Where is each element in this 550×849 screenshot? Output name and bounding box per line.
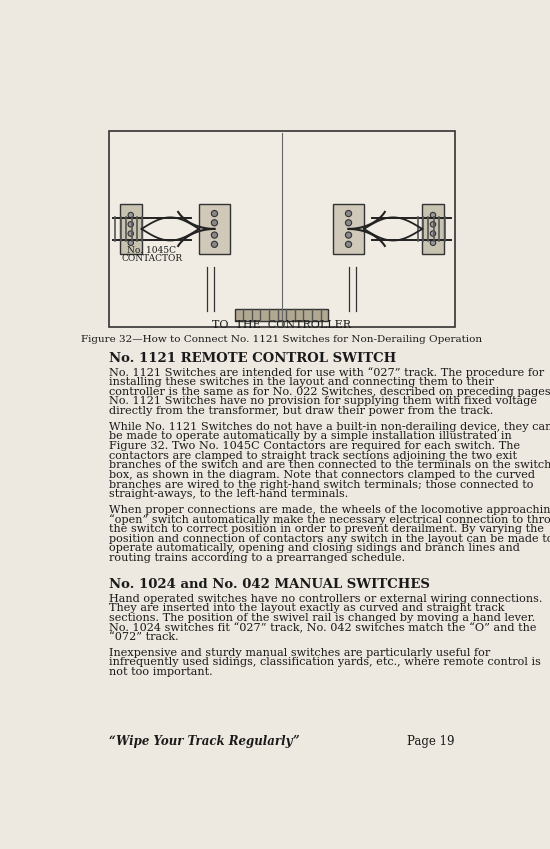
Text: No. 1024 and No. 042 MANUAL SWITCHES: No. 1024 and No. 042 MANUAL SWITCHES	[109, 578, 430, 591]
Circle shape	[430, 240, 436, 245]
Text: Hand operated switches have no controllers or external wiring connections.: Hand operated switches have no controlle…	[109, 593, 542, 604]
Text: straight-aways, to the left-hand terminals.: straight-aways, to the left-hand termina…	[109, 489, 348, 499]
Circle shape	[430, 231, 436, 236]
Text: not too important.: not too important.	[109, 667, 213, 677]
Circle shape	[430, 222, 436, 227]
Text: “072” track.: “072” track.	[109, 632, 179, 642]
Circle shape	[211, 220, 218, 226]
Text: “open” switch automatically make the necessary electrical connection to throw: “open” switch automatically make the nec…	[109, 514, 550, 526]
Text: No. 1121 REMOTE CONTROL SWITCH: No. 1121 REMOTE CONTROL SWITCH	[109, 352, 397, 365]
Text: CONTACTOR: CONTACTOR	[121, 255, 182, 263]
Text: infrequently used sidings, classification yards, etc., where remote control is: infrequently used sidings, classificatio…	[109, 657, 541, 667]
Bar	[199, 205, 230, 254]
Circle shape	[128, 212, 134, 217]
Circle shape	[211, 241, 218, 247]
Text: directly from the transformer, but draw their power from the track.: directly from the transformer, but draw …	[109, 406, 493, 416]
Text: be made to operate automatically by a simple installation illustrated in: be made to operate automatically by a si…	[109, 431, 512, 441]
Text: branches of the switch and are then connected to the terminals on the switch: branches of the switch and are then conn…	[109, 460, 550, 470]
Circle shape	[345, 211, 351, 216]
Text: “Wipe Your Track Regularly”: “Wipe Your Track Regularly”	[109, 735, 300, 748]
Text: controller is the same as for No. 022 Switches, described on preceding pages.: controller is the same as for No. 022 Sw…	[109, 387, 550, 396]
Text: No. 1121 Switches have no provision for supplying them with fixed voltage: No. 1121 Switches have no provision for …	[109, 396, 537, 407]
Bar	[120, 205, 141, 254]
Text: Page 19: Page 19	[407, 735, 455, 748]
Circle shape	[345, 220, 351, 226]
Text: Inexpensive and sturdy manual switches are particularly useful for: Inexpensive and sturdy manual switches a…	[109, 648, 490, 658]
Circle shape	[345, 232, 351, 239]
Circle shape	[128, 240, 134, 245]
Text: box, as shown in the diagram. Note that connectors clamped to the curved: box, as shown in the diagram. Note that …	[109, 470, 535, 480]
Text: contactors are clamped to straight track sections adjoining the two exit: contactors are clamped to straight track…	[109, 451, 517, 461]
Text: Figure 32. Two No. 1045C Contactors are required for each switch. The: Figure 32. Two No. 1045C Contactors are …	[109, 441, 520, 451]
Circle shape	[211, 232, 218, 239]
Text: position and connection of contactors any switch in the layout can be made to: position and connection of contactors an…	[109, 534, 550, 544]
Text: Figure 32—How to Connect No. 1121 Switches for Non-Derailing Operation: Figure 32—How to Connect No. 1121 Switch…	[81, 335, 482, 344]
Bar	[235, 309, 328, 321]
Bar	[333, 205, 364, 254]
Text: When proper connections are made, the wheels of the locomotive approaching an: When proper connections are made, the wh…	[109, 505, 550, 515]
Text: branches are wired to the right-hand switch terminals; those connected to: branches are wired to the right-hand swi…	[109, 480, 534, 490]
Text: installing these switches in the layout and connecting them to their: installing these switches in the layout …	[109, 377, 494, 387]
Text: operate automatically, opening and closing sidings and branch lines and: operate automatically, opening and closi…	[109, 543, 520, 554]
Circle shape	[345, 241, 351, 247]
Text: They are inserted into the layout exactly as curved and straight track: They are inserted into the layout exactl…	[109, 603, 504, 613]
Circle shape	[128, 222, 134, 227]
Text: No. 1121 Switches are intended for use with “027” track. The procedure for: No. 1121 Switches are intended for use w…	[109, 368, 544, 379]
Text: TO  THE  CONTROLLER: TO THE CONTROLLER	[212, 320, 351, 329]
Text: routing trains according to a prearranged schedule.: routing trains according to a prearrange…	[109, 553, 405, 563]
Circle shape	[430, 212, 436, 217]
Text: While No. 1121 Switches do not have a built-in non-derailing device, they can: While No. 1121 Switches do not have a bu…	[109, 422, 550, 432]
Circle shape	[211, 211, 218, 216]
Bar	[109, 131, 455, 328]
Bar	[422, 205, 444, 254]
Text: sections. The position of the swivel rail is changed by moving a hand lever.: sections. The position of the swivel rai…	[109, 613, 535, 623]
Circle shape	[128, 231, 134, 236]
Text: the switch to correct position in order to prevent derailment. By varying the: the switch to correct position in order …	[109, 524, 544, 534]
Text: No. 1045C: No. 1045C	[127, 246, 176, 255]
Text: No. 1024 switches fit “027” track, No. 042 switches match the “O” and the: No. 1024 switches fit “027” track, No. 0…	[109, 622, 537, 633]
